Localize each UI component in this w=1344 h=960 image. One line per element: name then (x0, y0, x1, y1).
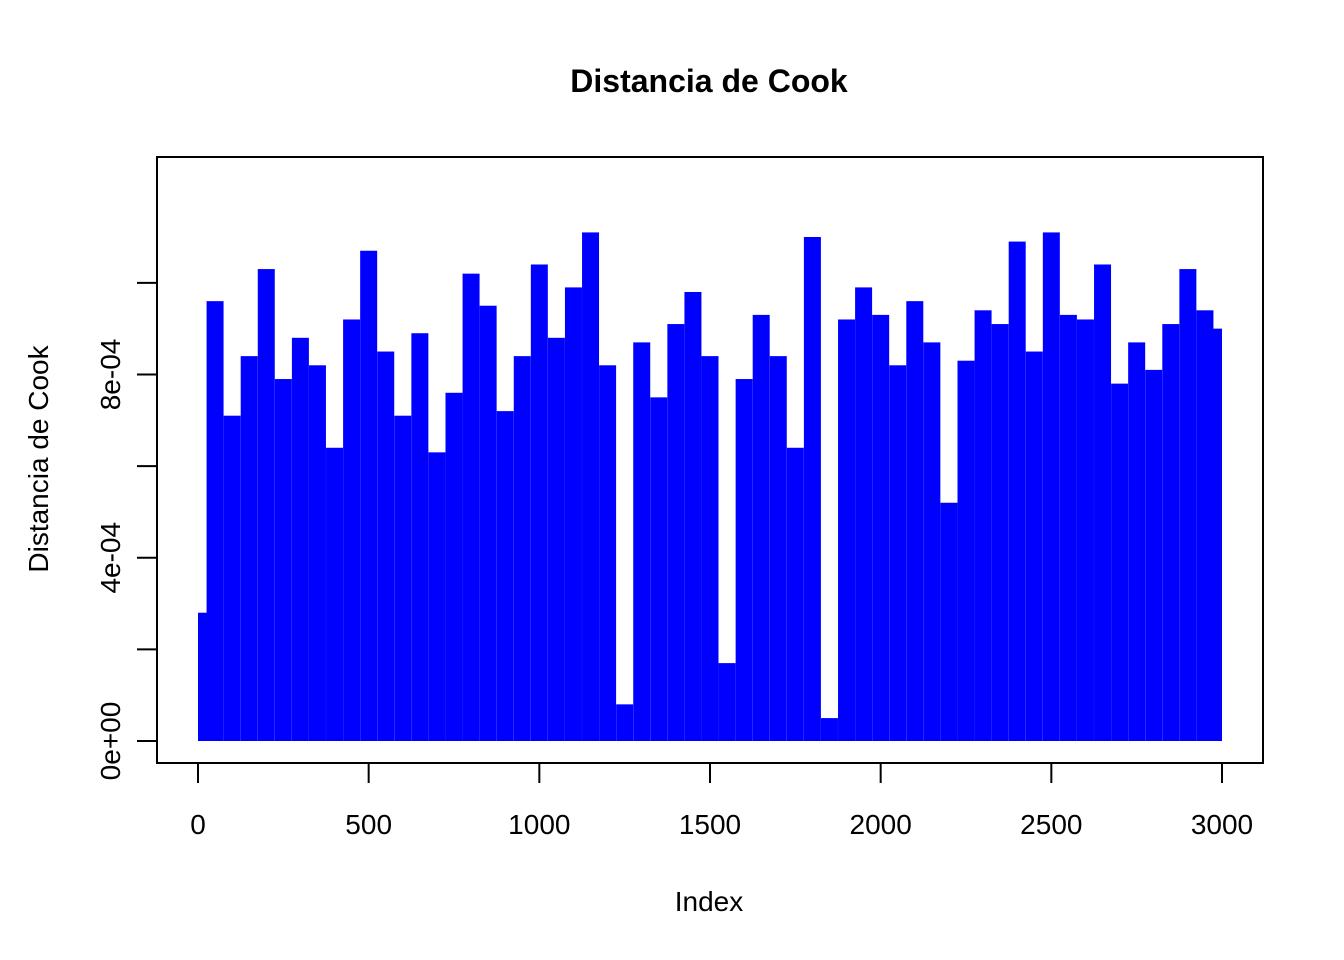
cook-bar (684, 291, 702, 741)
cook-bar (1059, 314, 1077, 741)
cook-bar (1128, 342, 1146, 741)
bar-series (198, 232, 1222, 741)
cook-bar (803, 237, 821, 741)
y-tick-label: 4e-04 (95, 522, 126, 594)
x-tick-label: 2000 (850, 809, 912, 840)
cook-bar (496, 411, 514, 741)
cook-bar (889, 365, 907, 741)
cook-bar (991, 324, 1009, 741)
cook-bar (513, 356, 531, 741)
cook-bar (479, 305, 497, 741)
x-tick-label: 2500 (1020, 809, 1082, 840)
y-tick-label: 8e-04 (95, 339, 126, 411)
cook-bar (564, 287, 582, 741)
cook-bar (974, 310, 992, 741)
x-axis-label: Index (675, 886, 744, 917)
chart-title: Distancia de Cook (570, 63, 848, 99)
cook-bar (1094, 264, 1112, 741)
cook-bar (411, 333, 429, 741)
cook-bar (786, 447, 804, 741)
cook-bar (240, 356, 258, 741)
cook-bar (923, 342, 941, 741)
cook-bar (206, 301, 224, 741)
cook-bar (838, 319, 856, 741)
cook-bar (257, 269, 275, 741)
cook-bar (308, 365, 326, 741)
cook-bar (377, 351, 395, 741)
cook-bar (582, 232, 600, 741)
cook-bar (735, 379, 753, 741)
cook-bar (547, 337, 565, 741)
y-axis-label: Distancia de Cook (23, 344, 54, 572)
plot-frame (156, 156, 1264, 764)
cook-bar (530, 264, 548, 741)
cook-bar (769, 356, 787, 741)
cook-bar (1025, 351, 1043, 741)
x-tick-label: 1500 (679, 809, 741, 840)
cook-bar (820, 718, 838, 741)
cook-bar (752, 314, 770, 741)
cook-bar (223, 415, 241, 741)
cook-bar (1042, 232, 1060, 741)
cook-bar (616, 704, 634, 741)
cook-bar (1145, 369, 1163, 741)
cook-bar (906, 301, 924, 741)
cook-bar (274, 379, 292, 741)
cook-bar (872, 314, 890, 741)
cook-bar (360, 250, 378, 741)
cook-bar (701, 356, 719, 741)
cook-bar (1111, 383, 1129, 741)
cook-bar (957, 360, 975, 741)
cook-bar (1179, 269, 1197, 741)
cook-bar (343, 319, 361, 741)
cook-bar (291, 337, 309, 741)
cook-bar (428, 452, 446, 741)
y-tick-label: 0e+00 (95, 702, 126, 781)
x-tick-label: 0 (190, 809, 206, 840)
x-tick-label: 500 (345, 809, 392, 840)
cook-bar (940, 502, 958, 741)
cook-bar (633, 342, 651, 741)
cook-bar (326, 447, 344, 741)
cook-bar (394, 415, 412, 741)
cook-bar (1162, 324, 1180, 741)
cook-bar (718, 663, 736, 741)
cook-bar (1008, 241, 1026, 741)
cook-bar (1076, 319, 1094, 741)
cook-bar (855, 287, 873, 741)
cook-bar (650, 397, 668, 741)
x-tick-label: 1000 (508, 809, 570, 840)
cook-bar (462, 273, 480, 741)
cook-bar (1205, 328, 1222, 741)
x-tick-label: 3000 (1191, 809, 1253, 840)
cook-bar (667, 324, 685, 741)
cook-bar (599, 365, 617, 741)
cook-bar (445, 392, 463, 741)
